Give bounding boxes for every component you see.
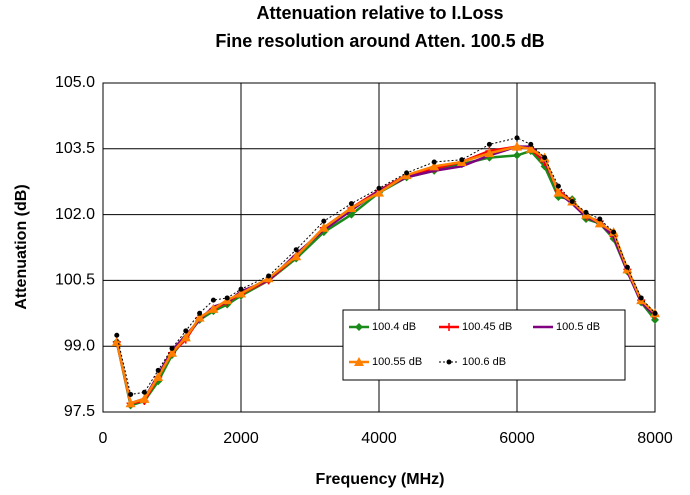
x-tick-label: 8000 xyxy=(637,430,673,447)
legend-marker xyxy=(445,323,453,331)
data-point xyxy=(155,367,161,373)
data-point xyxy=(638,295,644,301)
data-point xyxy=(208,303,219,313)
data-point xyxy=(111,336,122,346)
data-point xyxy=(194,312,205,322)
data-point xyxy=(514,135,520,141)
data-point xyxy=(611,229,617,235)
x-tick-label: 4000 xyxy=(361,430,397,447)
data-point xyxy=(125,398,136,408)
legend-box xyxy=(342,309,626,381)
data-point xyxy=(374,187,384,197)
data-point xyxy=(141,389,147,395)
data-point xyxy=(180,332,191,342)
data-point xyxy=(553,187,564,197)
legend-label: 100.5 dB xyxy=(556,321,600,333)
data-point xyxy=(291,251,302,261)
x-tick-label: 2000 xyxy=(223,430,259,447)
data-point xyxy=(555,183,561,189)
data-point xyxy=(597,216,603,222)
data-point xyxy=(624,264,630,270)
data-point xyxy=(429,161,440,171)
plot-frame xyxy=(102,82,656,413)
data-point xyxy=(318,222,329,232)
data-point xyxy=(197,310,203,316)
data-point xyxy=(404,170,410,176)
series-line xyxy=(116,137,656,396)
y-tick-label: 100.5 xyxy=(55,272,95,289)
data-point xyxy=(236,288,246,298)
x-tick-label: 0 xyxy=(99,430,108,447)
y-tick-label: 97.5 xyxy=(64,403,95,420)
legend-label: 100.4 dB xyxy=(372,321,416,333)
data-point xyxy=(293,247,299,253)
data-point xyxy=(528,141,534,147)
y-tick-label: 102.0 xyxy=(55,206,95,223)
data-point xyxy=(348,201,354,207)
data-point xyxy=(525,143,536,153)
x-tick-label: 6000 xyxy=(499,430,535,447)
data-point xyxy=(114,332,120,338)
data-point xyxy=(486,141,492,147)
data-point xyxy=(652,310,658,316)
data-point xyxy=(266,273,272,279)
legend-label: 100.55 dB xyxy=(372,356,422,368)
data-point xyxy=(569,198,575,204)
data-point xyxy=(167,347,177,357)
y-axis-label: Attenuation (dB) xyxy=(13,184,30,309)
data-point xyxy=(153,371,164,381)
data-point xyxy=(594,218,605,228)
data-point xyxy=(128,391,134,397)
data-point xyxy=(542,155,548,161)
legend-label: 100.45 dB xyxy=(462,321,512,333)
legend-marker xyxy=(354,357,364,366)
data-point xyxy=(224,295,230,301)
data-point xyxy=(346,203,357,213)
data-point xyxy=(238,286,244,292)
data-point xyxy=(512,141,522,151)
y-tick-label: 103.5 xyxy=(55,140,95,157)
data-point xyxy=(321,218,327,224)
data-point xyxy=(210,297,216,303)
data-point xyxy=(459,157,465,163)
legend-label: 100.6 dB xyxy=(462,356,506,368)
data-point xyxy=(484,148,495,158)
chart-title: Attenuation relative to I.Loss xyxy=(256,3,503,23)
data-point xyxy=(376,185,382,191)
chart-subtitle: Fine resolution around Atten. 100.5 dB xyxy=(215,31,544,51)
data-point xyxy=(513,151,521,160)
data-point xyxy=(183,328,189,334)
data-point xyxy=(431,159,437,165)
y-tick-label: 105.0 xyxy=(55,74,95,91)
data-point xyxy=(139,393,150,403)
data-point xyxy=(583,209,589,215)
data-point xyxy=(651,315,659,324)
y-tick-label: 99.0 xyxy=(64,337,95,354)
data-point xyxy=(169,345,175,351)
x-axis-label: Frequency (MHz) xyxy=(316,471,445,488)
legend-marker xyxy=(446,359,452,365)
legend-marker xyxy=(355,323,363,331)
